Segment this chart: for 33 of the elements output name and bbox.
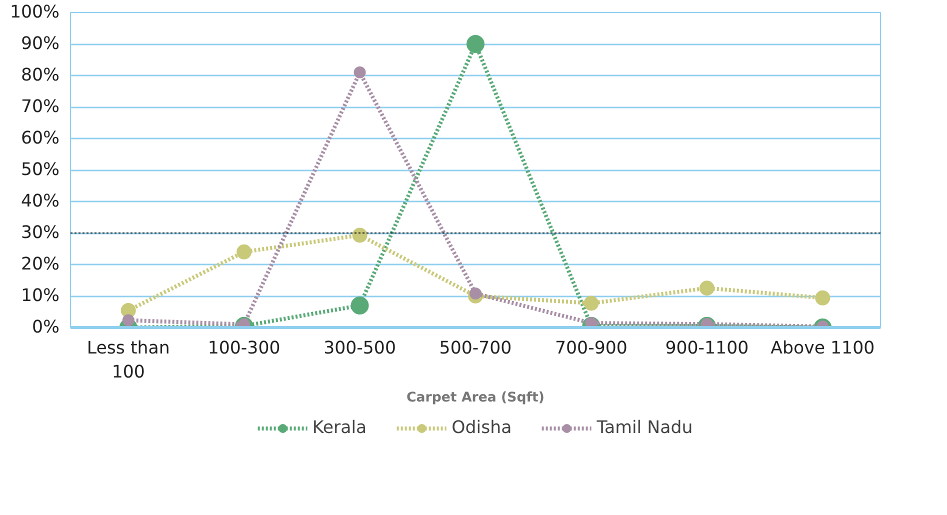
y-tick-label: 0% (32, 318, 60, 338)
legend-label: Tamil Nadu (596, 418, 693, 438)
point (352, 228, 368, 243)
point (354, 66, 366, 78)
y-tick-label: 30% (20, 223, 60, 243)
x-tick-label: Above 1100 (770, 338, 875, 358)
y-tick-label: 90% (20, 34, 60, 54)
point (466, 35, 484, 53)
x-tick-label: 900-1100 (665, 338, 749, 358)
legend-label: Kerala (312, 418, 367, 438)
y-tick-label: 20% (20, 254, 60, 274)
y-tick-label: 50% (20, 160, 60, 180)
y-tick-label: 80% (20, 66, 60, 86)
y-tick-label: 70% (20, 97, 60, 117)
x-tick-label: 500-700 (439, 338, 512, 358)
point (236, 244, 252, 260)
y-tick-label: 60% (20, 128, 60, 148)
y-tick-label: 10% (20, 286, 60, 306)
x-axis-title: Carpet Area (Sqft) (406, 390, 545, 406)
point (350, 296, 369, 314)
point (470, 287, 482, 300)
x-tick-label: 100-300 (208, 338, 280, 358)
x-tick-label: Less than 100 (86, 338, 170, 382)
y-tick-label: 40% (20, 192, 60, 212)
point (584, 296, 599, 311)
x-tick-label: 300-500 (324, 338, 396, 358)
legend-label: Odisha (452, 418, 512, 438)
point (699, 280, 714, 296)
point (585, 317, 598, 328)
x-tick-label: 700-900 (555, 338, 628, 358)
point (122, 314, 134, 326)
point (815, 290, 830, 306)
y-tick-label: 100% (10, 2, 60, 22)
